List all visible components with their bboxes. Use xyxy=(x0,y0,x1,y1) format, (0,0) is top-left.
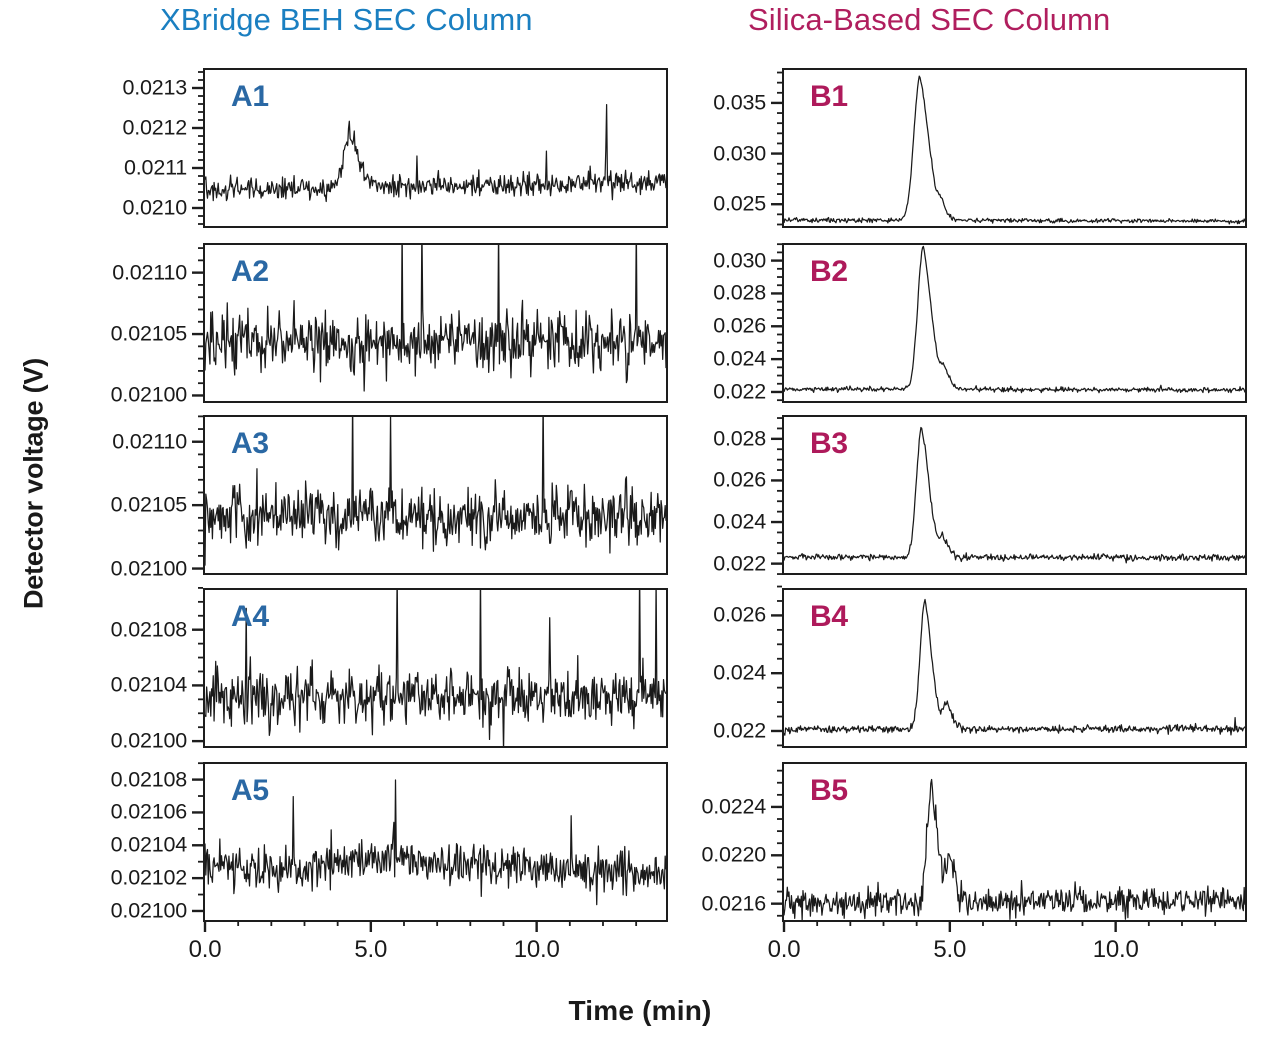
x-tick-label: 0.0 xyxy=(767,936,801,963)
right-column-title: Silica-Based SEC Column xyxy=(748,2,1111,37)
plot-area-a4[interactable] xyxy=(203,588,668,748)
trace-b5 xyxy=(784,778,1245,920)
plot-area-a1[interactable] xyxy=(203,68,668,228)
plot-area-b3[interactable] xyxy=(782,415,1247,575)
y-tick-marks-b5 xyxy=(771,769,782,917)
x-axis-title: Time (min) xyxy=(568,995,712,1026)
trace-b2 xyxy=(784,245,1245,394)
plot-area-b4[interactable] xyxy=(782,588,1247,748)
plot-area-a3[interactable] xyxy=(203,415,668,575)
trace-b4 xyxy=(784,598,1245,736)
x-tick-marks-b5 xyxy=(782,921,1217,932)
trace-b3 xyxy=(784,426,1245,564)
x-tick-label: 5.0 xyxy=(933,936,967,963)
left-column-title: XBridge BEH SEC Column xyxy=(160,2,533,37)
y-tick-label: 0.0224 xyxy=(701,794,766,819)
plot-area-b2[interactable] xyxy=(782,243,1247,403)
y-axis-b5: 0.0216 0.0220 0.0224 xyxy=(624,762,766,922)
trace-a4 xyxy=(205,590,666,746)
y-tick-label: 0.0220 xyxy=(701,842,766,867)
trace-a5 xyxy=(205,779,666,906)
plot-area-a5[interactable] xyxy=(203,762,668,922)
trace-a3 xyxy=(205,417,666,566)
x-axis-labels-b5: 0.0 5.0 10.0 xyxy=(768,936,1247,970)
plot-area-b5[interactable] xyxy=(782,762,1247,922)
plot-area-b1[interactable] xyxy=(782,68,1247,228)
plot-area-a2[interactable] xyxy=(203,243,668,403)
trace-b1 xyxy=(784,75,1245,225)
x-tick-label: 10.0 xyxy=(1092,936,1139,963)
y-tick-label: 0.0216 xyxy=(701,891,766,916)
column-headers: XBridge BEH SEC Column Silica-Based SEC … xyxy=(0,0,1280,48)
trace-a2 xyxy=(205,245,666,392)
trace-a1 xyxy=(205,104,666,203)
